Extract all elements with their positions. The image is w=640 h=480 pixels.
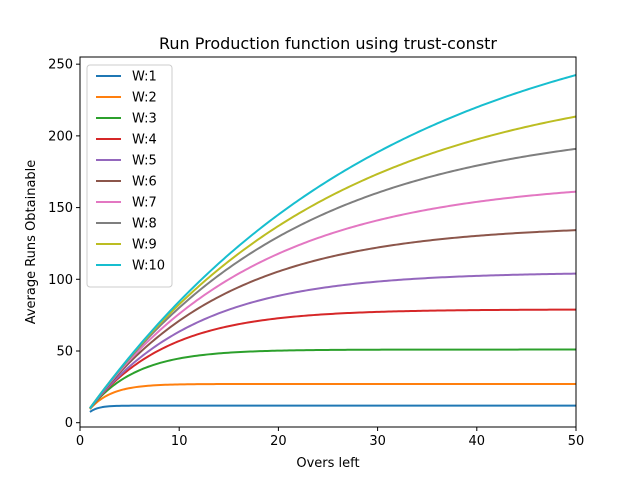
y-axis-label: Average Runs Obtainable (24, 160, 39, 325)
legend-label-5: W:5 (132, 154, 157, 169)
legend-label-7: W:7 (132, 196, 157, 211)
legend-box (86, 64, 173, 288)
legend-label-4: W:4 (132, 133, 157, 148)
legend-label-8: W:8 (132, 217, 157, 232)
series-line-6 (89, 229, 577, 409)
y-tick-label: 100 (48, 273, 73, 288)
x-axis-label: Overs left (296, 456, 359, 471)
x-tick-label: 50 (568, 434, 585, 449)
x-tick-label: 10 (171, 434, 188, 449)
series-line-7 (89, 190, 577, 409)
y-tick-label: 250 (48, 58, 73, 73)
y-tick-label: 150 (48, 201, 73, 216)
series-line-2 (89, 382, 576, 410)
legend-label-1: W:1 (132, 70, 157, 85)
legend-label-2: W:2 (132, 91, 157, 106)
series-line-3 (89, 348, 576, 410)
plot-frame (79, 56, 577, 428)
legend-label-10: W:10 (132, 259, 165, 274)
x-tick-label: 30 (369, 434, 386, 449)
legend-label-6: W:6 (132, 175, 157, 190)
legend: W:1 W:2 W:3 W:4 W:5 W:6 W:7 W:8 W:9 W:10 (86, 64, 173, 288)
series-line-5 (89, 272, 577, 409)
axes-layer: 0 10 20 30 40 50 0 50 100 150 200 250 (48, 58, 584, 449)
x-tick-label: 0 (76, 434, 84, 449)
series-line-8 (89, 147, 577, 409)
x-tick-label: 40 (469, 434, 486, 449)
series-line-9 (89, 115, 577, 409)
chart-title: Run Production function using trust-cons… (159, 34, 497, 53)
legend-label-9: W:9 (132, 238, 157, 253)
series-line-10 (89, 74, 577, 409)
y-tick-label: 200 (48, 129, 73, 144)
series-line-1 (89, 404, 576, 413)
series-layer (89, 74, 577, 413)
series-line-4 (89, 308, 577, 410)
x-tick-label: 20 (270, 434, 287, 449)
legend-label-3: W:3 (132, 112, 157, 127)
y-tick-label: 50 (56, 344, 73, 359)
y-tick-label: 0 (65, 416, 73, 431)
